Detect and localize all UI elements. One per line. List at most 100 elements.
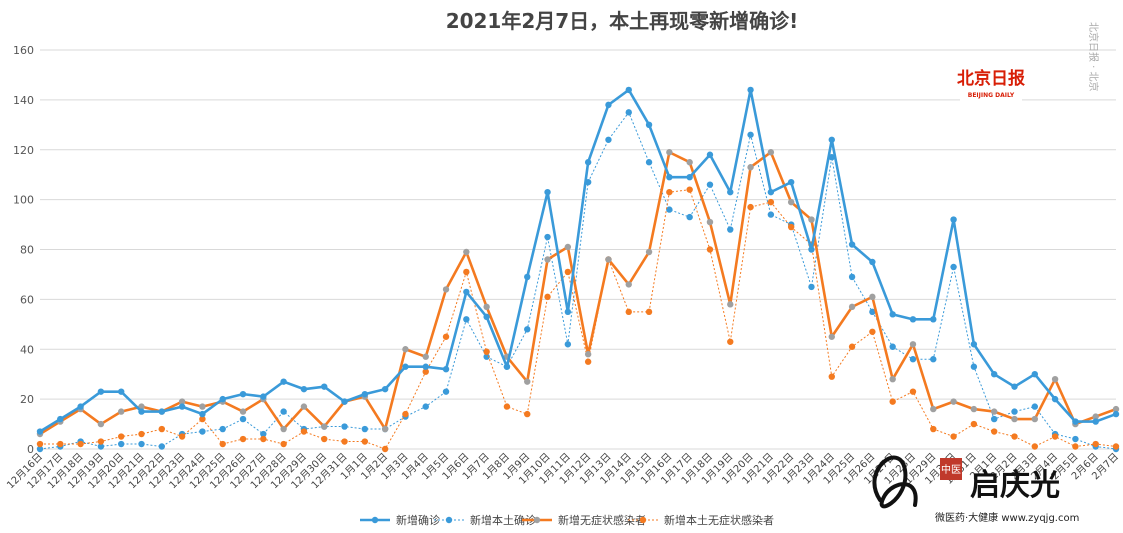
y-tick-label: 60 <box>20 293 34 306</box>
data-point <box>1011 433 1018 440</box>
series-line <box>39 111 1117 450</box>
data-point <box>787 178 795 186</box>
data-point <box>1011 415 1018 423</box>
data-point <box>564 243 572 251</box>
data-point <box>970 405 978 413</box>
data-point <box>260 430 267 438</box>
data-point <box>1011 408 1018 415</box>
data-point <box>970 420 978 428</box>
data-point <box>97 438 105 445</box>
data-point <box>402 363 409 370</box>
data-point <box>767 211 775 218</box>
data-point <box>767 149 775 156</box>
data-point <box>544 256 551 263</box>
data-point <box>747 164 754 171</box>
data-point <box>1051 375 1059 383</box>
data-point <box>219 395 226 403</box>
legend-label: 新增本土无症状感染者 <box>664 513 774 527</box>
data-point <box>199 403 206 410</box>
data-point <box>138 408 145 415</box>
data-point <box>889 343 896 350</box>
data-point <box>544 233 551 241</box>
data-point <box>483 303 490 311</box>
data-point <box>97 388 105 395</box>
data-point <box>239 415 247 423</box>
logo-en-text: BEIJING DAILY <box>968 92 1015 99</box>
data-point <box>381 445 389 453</box>
data-point <box>584 351 592 358</box>
data-point <box>950 433 957 440</box>
data-point <box>158 408 166 415</box>
data-point <box>930 425 937 433</box>
data-point <box>808 216 815 223</box>
legend-marker <box>639 516 647 524</box>
data-point <box>1051 395 1059 403</box>
data-point <box>381 425 389 433</box>
data-point <box>321 423 328 430</box>
data-point <box>97 443 105 450</box>
data-point <box>848 303 856 311</box>
data-point <box>402 346 409 353</box>
data-point <box>787 198 795 206</box>
data-point <box>463 268 470 276</box>
legend-label: 新增确诊 <box>396 513 440 527</box>
data-point <box>625 109 632 116</box>
data-point <box>808 283 815 291</box>
series-group <box>36 86 1120 453</box>
watermark-url: 微医药·大健康 www.zyqjg.com <box>935 511 1079 524</box>
data-point <box>706 218 714 226</box>
data-point <box>686 159 693 166</box>
data-point <box>239 390 247 398</box>
data-point <box>138 440 145 448</box>
series-line <box>40 189 1117 450</box>
data-point <box>524 378 531 385</box>
data-point <box>503 403 511 410</box>
data-point <box>727 226 734 233</box>
data-point <box>747 86 754 94</box>
data-point <box>341 423 348 430</box>
data-point <box>178 433 186 440</box>
data-point <box>280 378 287 385</box>
data-point <box>828 154 835 161</box>
data-point <box>280 425 287 433</box>
legend-marker <box>445 516 453 524</box>
data-point <box>1112 410 1120 418</box>
data-point <box>666 173 673 181</box>
data-point <box>524 326 531 333</box>
series-0 <box>36 86 1120 435</box>
data-point <box>990 428 998 435</box>
y-tick-label: 20 <box>20 393 34 406</box>
y-tick-label: 80 <box>20 244 34 257</box>
side-note: 北京日报 · 北京 <box>1087 22 1100 92</box>
data-point <box>909 341 917 348</box>
data-point <box>239 408 247 415</box>
data-point <box>808 246 815 253</box>
data-point <box>402 410 409 418</box>
data-point <box>361 438 369 445</box>
data-point <box>422 403 429 410</box>
data-point <box>666 149 673 156</box>
data-point <box>361 425 369 433</box>
data-point <box>341 438 348 445</box>
beijing-daily-logo: 北京日报 BEIJING DAILY <box>957 62 1025 106</box>
data-point <box>706 151 714 158</box>
data-point <box>300 403 308 410</box>
data-point <box>950 216 957 223</box>
data-point <box>544 188 551 196</box>
data-point <box>848 241 856 248</box>
data-point <box>77 440 84 448</box>
data-point <box>118 408 125 415</box>
data-point <box>1011 383 1018 390</box>
data-point <box>1112 443 1120 450</box>
data-point <box>77 403 84 410</box>
data-point <box>524 273 531 281</box>
watermark: 中医 启庆光 微医药·大健康 www.zyqjg.com <box>872 455 1079 524</box>
data-point <box>625 308 632 316</box>
data-point <box>666 188 673 196</box>
data-point <box>219 425 226 433</box>
data-point <box>645 308 653 316</box>
data-point <box>442 366 450 373</box>
series-line <box>39 150 1117 436</box>
data-point <box>57 440 64 448</box>
data-point <box>990 408 998 415</box>
